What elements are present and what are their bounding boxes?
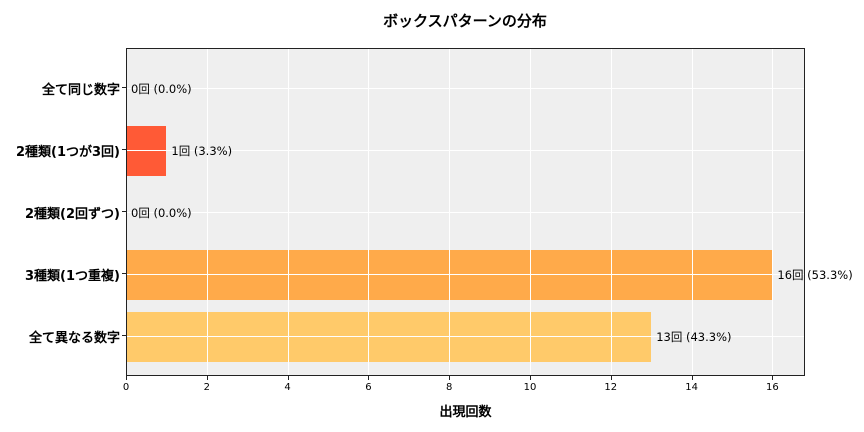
- x-tick-label: 4: [284, 382, 291, 393]
- y-tick-label: 全て異なる数字: [28, 331, 120, 346]
- x-tick-label: 6: [365, 382, 372, 393]
- bar-value-label: 0回 (0.0%): [131, 82, 192, 96]
- gridline-horizontal: [127, 212, 804, 213]
- x-tick-mark: [691, 376, 693, 380]
- chart-title: ボックスパターンの分布: [383, 12, 547, 30]
- y-tick-label: 2種類(2回ずつ): [25, 207, 120, 222]
- x-tick-label: 8: [446, 382, 453, 393]
- x-tick-label: 12: [604, 382, 618, 393]
- bar-value-label: 1回 (3.3%): [171, 144, 233, 158]
- gridline-horizontal: [127, 88, 804, 89]
- y-tick-label: 2種類(1つが3回): [15, 145, 120, 160]
- y-tick-mark: [122, 335, 126, 336]
- x-tick-mark: [610, 376, 612, 380]
- gridline-horizontal: [127, 150, 804, 151]
- x-tick-label: 16: [766, 382, 779, 393]
- x-tick-mark: [772, 376, 774, 380]
- y-tick-mark: [122, 149, 126, 150]
- gridline-horizontal: [127, 336, 804, 337]
- x-tick-label: 0: [122, 382, 130, 393]
- x-tick-label: 14: [685, 382, 698, 393]
- x-tick-label: 10: [523, 382, 537, 393]
- x-tick-label: 2: [203, 382, 210, 393]
- x-axis-title: 出現回数: [439, 405, 492, 420]
- y-tick-label: 全て同じ数字: [41, 83, 120, 98]
- bar-value-label: 0回 (0.0%): [131, 206, 192, 220]
- x-tick-mark: [287, 376, 289, 380]
- y-tick-mark: [122, 211, 126, 212]
- x-tick-mark: [368, 376, 370, 380]
- plot-area: 0回 (0.0%) 1回 (3.3%) 0回 (0.0%) 16回 (53.3%) 13…: [126, 48, 853, 376]
- y-tick-mark: [122, 87, 126, 88]
- bar-value-label: 13回 (43.3%): [656, 330, 732, 344]
- x-tick-mark: [126, 376, 127, 380]
- y-tick-mark: [122, 273, 126, 274]
- y-tick-label: 3種類(1つ重複): [25, 269, 120, 284]
- bar: [127, 126, 167, 176]
- gridline-horizontal: [127, 274, 804, 275]
- x-tick-mark: [530, 376, 531, 380]
- bar-value-label: 16回 (53.3%): [777, 268, 853, 282]
- x-tick-mark: [206, 376, 208, 380]
- x-tick-mark: [449, 376, 451, 380]
- bar: [127, 312, 652, 362]
